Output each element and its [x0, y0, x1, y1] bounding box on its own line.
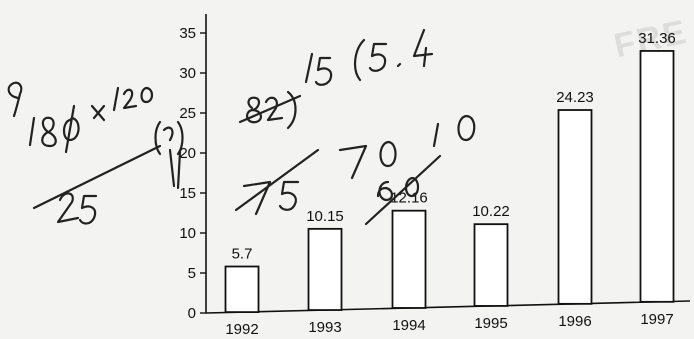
- x-category-label: 1997: [640, 311, 673, 328]
- data-label-1992: 5.7: [232, 246, 253, 263]
- x-category-label: 1994: [392, 317, 425, 334]
- data-label-1997: 31.36: [638, 30, 676, 47]
- handwritten-82: [246, 90, 297, 130]
- handwritten-strike-60: [364, 154, 442, 226]
- handwritten-9: [7, 81, 23, 118]
- data-label-1994: 12.16: [390, 190, 428, 207]
- handwritten-75: [242, 180, 300, 216]
- handwritten-1: [28, 116, 36, 147]
- handwritten-70: [338, 140, 397, 180]
- handwritten-strike-82: [238, 94, 302, 124]
- data-labels: 5.7 10.15 12.16 10.22 24.23 31.36: [232, 30, 676, 263]
- axes: [205, 14, 691, 314]
- x-category-label: 1996: [558, 313, 591, 330]
- handwritten-annotations: [7, 28, 476, 226]
- y-tick-label: 25: [179, 105, 196, 122]
- handwritten-25: [56, 192, 98, 225]
- bar-1993: [307, 227, 343, 311]
- x-category-label: 1995: [474, 315, 507, 332]
- handwritten-10: [432, 114, 476, 148]
- handwritten-120: [112, 86, 154, 112]
- y-tick-label: 35: [179, 25, 196, 42]
- handwritten-x: [90, 104, 106, 122]
- handwritten-phi: [62, 104, 80, 154]
- y-tick-label: 0: [188, 305, 196, 322]
- bar-1996: [557, 109, 593, 305]
- bar-1997: [639, 50, 675, 303]
- handwritten-marks: [168, 148, 182, 190]
- handwritten-15: [304, 52, 333, 86]
- y-tick-label: 5: [188, 265, 196, 282]
- handwritten-60: [376, 176, 420, 202]
- x-category-label: 1993: [308, 319, 341, 336]
- bars: [224, 50, 675, 314]
- handwritten-5.4: [354, 28, 434, 82]
- bar-1992: [224, 265, 260, 314]
- y-tick-label: 20: [179, 145, 196, 162]
- category-labels: 1992 1993 1994 1995 1996 1997: [225, 311, 673, 338]
- handwritten-fraction-line: [32, 144, 162, 210]
- y-ticks: 0 5 10 15 20 25 30 35: [179, 25, 206, 322]
- data-label-1996: 24.23: [556, 89, 594, 106]
- data-label-1995: 10.22: [472, 203, 510, 220]
- y-tick-label: 10: [179, 225, 196, 242]
- handwritten-8: [41, 116, 57, 148]
- y-tick-label: 15: [179, 185, 196, 202]
- y-tick-label: 30: [179, 65, 196, 82]
- handwritten-line-75: [234, 148, 320, 212]
- data-label-1993: 10.15: [306, 208, 344, 225]
- x-axis-line: [205, 300, 691, 314]
- bar-1995: [473, 223, 509, 307]
- x-category-label: 1992: [225, 321, 258, 338]
- bar-1994: [391, 209, 427, 309]
